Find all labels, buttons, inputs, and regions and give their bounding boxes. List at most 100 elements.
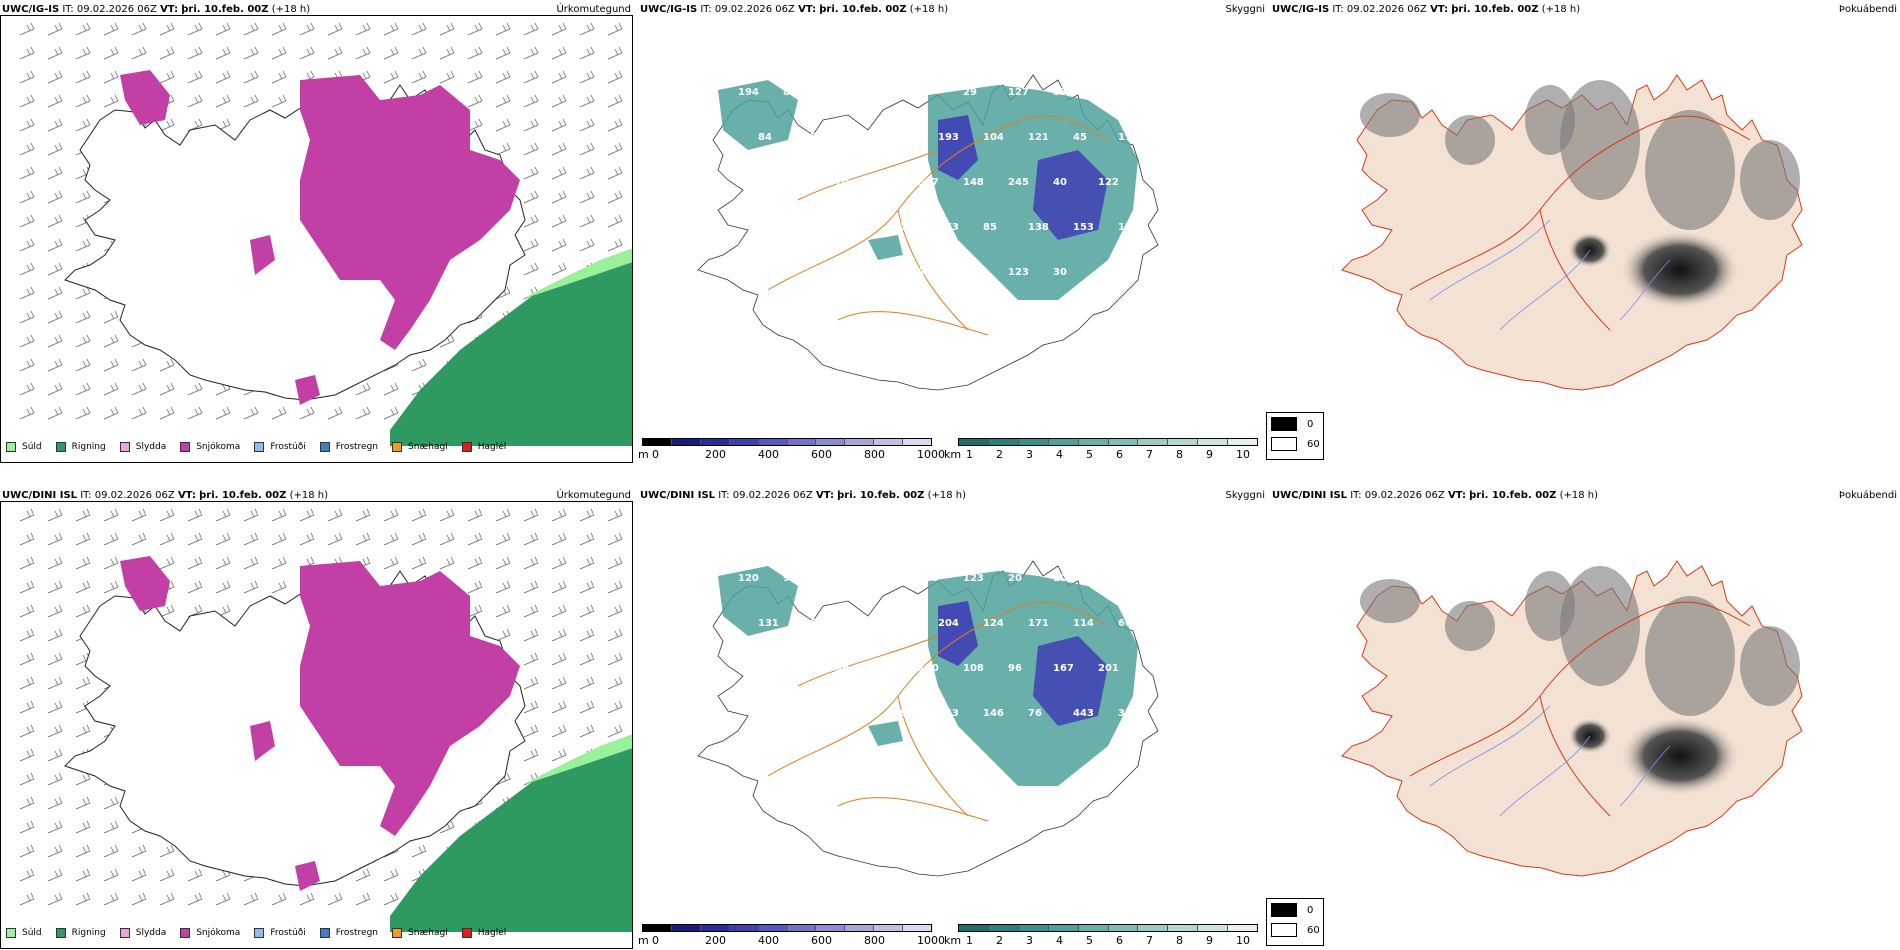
visibility-value-label: 96 <box>1008 663 1022 674</box>
visibility-value-label: 662 <box>1118 618 1139 629</box>
legend-item: Slydda <box>119 928 167 938</box>
visibility-value-label: 30 <box>1053 267 1067 278</box>
colorbar-tick: 800 <box>864 934 885 947</box>
colorbar-tick: 9 <box>1206 934 1213 947</box>
visibility-value-label: 166 <box>893 132 914 143</box>
visibility-value-label: 527 <box>918 177 939 188</box>
colorbar-segment <box>729 925 759 931</box>
it-label: IT: <box>1332 4 1344 15</box>
it-value: 09.02.2026 06Z <box>1364 490 1445 501</box>
colorbar-segment <box>1138 439 1169 445</box>
legend-item: Frostregn <box>319 442 378 452</box>
colorbar-tick: 8 <box>1176 934 1183 947</box>
visibility-value-label: 20 <box>1008 573 1022 584</box>
visibility-value-label: 108 <box>963 663 984 674</box>
colorbar-tick: 7 <box>1146 934 1153 947</box>
colorbar-segment <box>1228 925 1258 931</box>
legend-item: Slydda <box>119 442 166 452</box>
colorbar-tick: 1000 <box>917 934 945 947</box>
colorbar-tick: 400 <box>758 934 779 947</box>
vt-label: VT: <box>177 490 196 501</box>
precip-map <box>0 501 633 949</box>
colorbar-segment <box>1018 925 1049 931</box>
colorbar-segment <box>988 439 1019 445</box>
legend-item: Rigning <box>55 442 106 452</box>
vt-label: VT: <box>1447 490 1466 501</box>
visibility-value-label: 123 <box>1008 267 1029 278</box>
fog-legend-label: 0 <box>1307 904 1314 916</box>
legend-label: Slydda <box>135 928 167 938</box>
visibility-value-label: 167 <box>1053 663 1074 674</box>
colorbar-segment <box>643 925 672 931</box>
colorbar-tick: 3 <box>1026 448 1033 461</box>
visibility-value-label: 101 <box>1053 573 1074 584</box>
legend-swatch <box>55 442 66 452</box>
colorbar-segment <box>787 925 817 931</box>
precip-legend: Súld Rigning Slydda Snjókoma Frostúði Frostre… <box>6 928 520 938</box>
visibility-value-label: 193 <box>938 132 959 143</box>
lead-time: (+18 h) <box>271 4 311 15</box>
visibility-value-label: 145 <box>873 87 894 98</box>
colorbar-unit: m <box>638 448 649 461</box>
colorbar-tick: 8 <box>1176 448 1183 461</box>
visibility-value-label: 84 <box>758 132 772 143</box>
colorbar-segment <box>1228 439 1258 445</box>
colorbar-tick: 5 <box>1086 934 1093 947</box>
visibility-value-label: 23 <box>783 753 797 764</box>
visibility-value-label: 106 <box>828 753 849 764</box>
visibility-value-label: 77 <box>1098 87 1112 98</box>
legend-label: Rigning <box>71 442 106 452</box>
precip-title: Úrkomutegund <box>556 4 631 15</box>
visibility-value-label: 167 <box>848 618 869 629</box>
visibility-value-label: 570 <box>828 177 849 188</box>
model-run-row: UWC/IG-IS IT: 09.02.2026 06Z VT: þri. 10… <box>0 0 1900 464</box>
visibility-value-label: 201 <box>1098 663 1119 674</box>
visibility-value-label: 87 <box>783 87 797 98</box>
fog-map <box>1341 74 1803 391</box>
visibility-value-label: 163 <box>938 708 959 719</box>
visibility-value-label: 124 <box>983 618 1004 629</box>
vt-value: þri. 10.feb. 00Z <box>199 490 287 501</box>
visibility-value-label: 147 <box>738 267 759 278</box>
fog-panel: UWC/IG-IS IT: 09.02.2026 06Z VT: þri. 10… <box>1270 0 1900 464</box>
visibility-value-label: 184 <box>758 708 779 719</box>
colorbar-segment <box>671 439 701 445</box>
visibility-map: 120 90 99 82 285 123 20 101 145 131 165 167 96 204 124… <box>697 560 1159 877</box>
legend-label: Frostúði <box>270 442 306 452</box>
visibility-colorbar: km 1 2 3 4 5 6 7 8 9 10 <box>944 438 1264 462</box>
it-value: 09.02.2026 06Z <box>732 490 813 501</box>
vt-value: þri. 10.feb. 00Z <box>1451 4 1539 15</box>
legend-swatch <box>461 442 472 452</box>
colorbar-segment <box>959 439 989 445</box>
it-label: IT: <box>1350 490 1362 501</box>
colorbar-segment <box>816 925 846 931</box>
legend-label: Snjókoma <box>196 928 241 938</box>
run-header: UWC/IG-IS IT: 09.02.2026 06Z VT: þri. 10… <box>1272 4 1580 15</box>
legend-item: Frostúði <box>254 442 306 452</box>
it-label: IT: <box>700 4 712 15</box>
visibility-value-label: 305 <box>1118 708 1139 719</box>
colorbar-tick: 200 <box>705 934 726 947</box>
colorbar-segment <box>1108 925 1139 931</box>
legend-item: Rigning <box>55 928 106 938</box>
legend-label: Súld <box>22 442 42 452</box>
colorbar-tick: 10 <box>1236 934 1250 947</box>
colorbar-segment <box>845 439 875 445</box>
visibility-colorbar: km 1 2 3 4 5 6 7 8 9 10 <box>944 924 1264 948</box>
run-header: UWC/DINI ISL IT: 09.02.2026 06Z VT: þri.… <box>1272 490 1598 501</box>
run-header: UWC/IG-IS IT: 09.02.2026 06Z VT: þri. 10… <box>2 4 310 15</box>
precip-title: Úrkomutegund <box>556 490 631 501</box>
legend-item: Snjókoma <box>180 928 240 938</box>
colorbar-tick: 3 <box>1026 934 1033 947</box>
fog-legend: 0 60 <box>1266 898 1324 946</box>
vt-value: þri. 10.feb. 00Z <box>181 4 269 15</box>
precip-panel: UWC/IG-IS IT: 09.02.2026 06Z VT: þri. 10… <box>0 0 634 464</box>
colorbar-tick: 1 <box>966 934 973 947</box>
legend-item: Súld <box>6 928 42 938</box>
colorbar-segment <box>1018 439 1049 445</box>
visibility-value-label: 99 <box>828 573 842 584</box>
visibility-value-label: 29 <box>963 87 977 98</box>
visibility-value-label: 88 <box>803 132 817 143</box>
colorbar-segment <box>1168 439 1199 445</box>
